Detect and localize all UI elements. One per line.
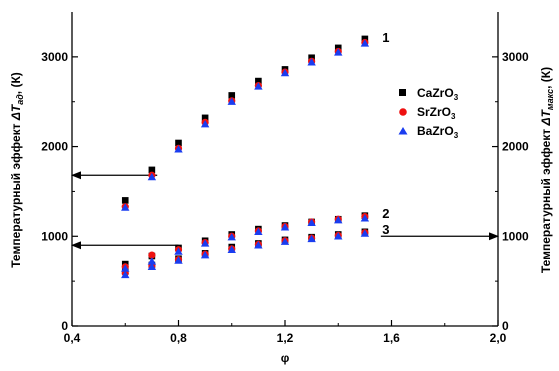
- data-points: [121, 35, 370, 279]
- bazro3-curve-3-point: [174, 256, 183, 264]
- legend-item-cazro3: CaZrO3: [399, 86, 459, 102]
- bazro3-curve-3-point: [334, 232, 343, 240]
- bazro3-curve-2-point: [360, 214, 370, 222]
- legend-item-bazro3: BaZrO3: [398, 124, 459, 140]
- legend-item-srzro3: SrZrO3: [399, 105, 456, 121]
- bazro3-curve-1-point: [254, 82, 263, 90]
- bazro3-curve-3-point: [200, 250, 210, 259]
- x-tick-label: 1,6: [383, 331, 400, 345]
- svg-text:BaZrO3: BaZrO3: [417, 124, 459, 140]
- bazro3-curve-3-point: [254, 241, 263, 249]
- bazro3-curve-1-point: [121, 203, 130, 211]
- bazro3-curve-1-point: [334, 48, 343, 56]
- bazro3-curve-2-point: [280, 223, 290, 231]
- right-y-axis-label: Температурный эффект ΔTмакс, (К): [539, 67, 555, 273]
- bazro3-curve-2-point: [254, 227, 263, 235]
- bazro3-curve-1-point: [174, 145, 183, 153]
- bazro3-curve-2-point: [227, 232, 236, 241]
- right-y-tick-label: 2000: [502, 140, 529, 154]
- x-ticks: 0,4 0,8 1,2 1,6 2,0: [64, 320, 507, 345]
- right-y-tick-label: 3000: [502, 50, 529, 64]
- bazro3-curve-2-point: [307, 218, 316, 227]
- curve-number-label: 3: [382, 222, 389, 237]
- bazro3-curve-1-point: [227, 97, 236, 105]
- bazro3-curve-2-point: [147, 257, 157, 265]
- x-tick-label: 0,8: [170, 331, 187, 345]
- bazro3-curve-1-point: [307, 58, 316, 66]
- cazro3-curve-1-point: [255, 77, 262, 85]
- left-y-ticks: 0 1000 2000 3000: [41, 50, 78, 333]
- x-tick-label: 1,2: [277, 331, 294, 345]
- bazro3-curve-1-point: [200, 119, 210, 128]
- legend: CaZrO3 SrZrO3 BaZrO3: [398, 86, 459, 140]
- left-y-tick-label: 0: [61, 319, 68, 333]
- bazro3-curve-1-point: [147, 172, 157, 181]
- curve-number-label: 1: [382, 30, 389, 45]
- x-axis-label: φ: [281, 351, 290, 365]
- srzro3-curve-2-point: [148, 251, 156, 259]
- right-y-ticks: 0 1000 2000 3000: [492, 50, 529, 333]
- curve-number-label: 2: [382, 206, 389, 221]
- bazro3-curve-3-point: [360, 229, 370, 237]
- bazro3-curve-1-point: [360, 39, 370, 47]
- right-y-tick-label: 1000: [502, 229, 529, 243]
- bazro3-curve-2-point: [121, 264, 130, 272]
- right-y-tick-label: 0: [502, 319, 509, 333]
- svg-text:SrZrO3: SrZrO3: [417, 105, 456, 121]
- legend-circle-marker-icon: [399, 108, 407, 116]
- bazro3-curve-1-point: [280, 68, 290, 77]
- bazro3-curve-3-point: [307, 234, 316, 243]
- cazro3-curve-1-point: [148, 166, 156, 174]
- legend-triangle-marker-icon: [398, 127, 408, 135]
- cazro3-curve-1-point: [175, 139, 182, 147]
- legend-square-marker-icon: [399, 89, 406, 96]
- arrows: [71, 171, 499, 250]
- bazro3-curve-3-point: [280, 237, 290, 245]
- left-y-axis-label: Температурный эффект ΔTад, (К): [9, 72, 25, 268]
- left-y-tick-label: 2000: [41, 140, 68, 154]
- bazro3-curve-2-point: [200, 239, 210, 247]
- x-tick-label: 2,0: [490, 331, 507, 345]
- left-y-tick-label: 1000: [41, 229, 68, 243]
- curve-labels: 1 23: [382, 30, 389, 237]
- bazro3-curve-3-point: [121, 270, 130, 279]
- svg-text:CaZrO3: CaZrO3: [417, 86, 459, 102]
- bazro3-curve-3-point: [147, 262, 157, 270]
- left-y-tick-label: 3000: [41, 50, 68, 64]
- cazro3-curve-1-point: [201, 114, 209, 122]
- bazro3-curve-2-point: [334, 215, 343, 224]
- bazro3-curve-2-point: [174, 247, 183, 255]
- cazro3-curve-1-point: [228, 92, 236, 99]
- bazro3-curve-3-point: [227, 245, 236, 253]
- x-tick-label: 0,4: [64, 331, 81, 345]
- cazro3-curve-1-point: [121, 197, 129, 204]
